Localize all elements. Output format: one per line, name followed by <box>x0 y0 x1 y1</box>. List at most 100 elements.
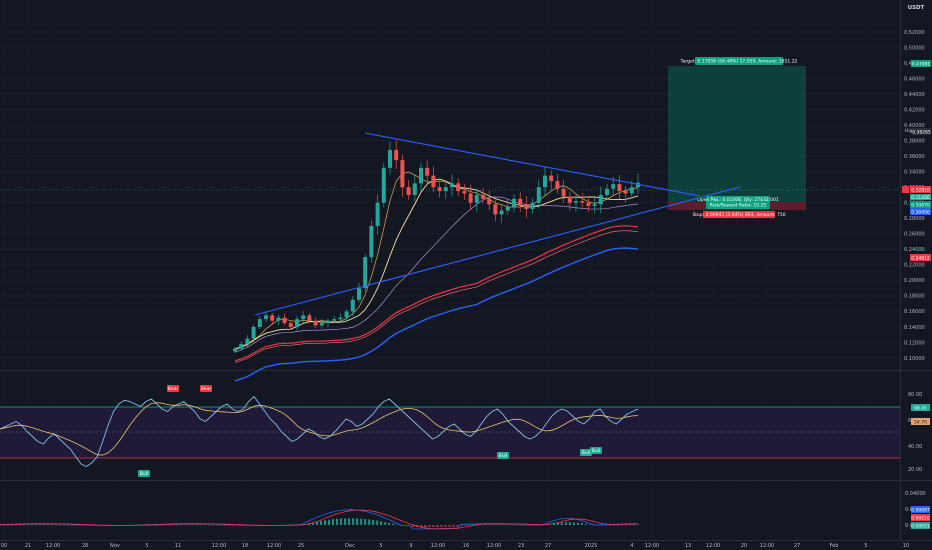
macd-bar <box>552 523 555 525</box>
candle-body[interactable] <box>394 149 399 161</box>
candle-body[interactable] <box>301 315 306 320</box>
candle-body[interactable] <box>233 348 237 352</box>
candle-body[interactable] <box>487 198 492 205</box>
macd-bar <box>63 524 66 526</box>
macd-indicator[interactable] <box>0 509 639 530</box>
candle-body[interactable] <box>369 226 374 258</box>
macd-bar <box>556 522 559 525</box>
macd-bar <box>35 524 38 526</box>
candle-body[interactable] <box>344 311 349 318</box>
candle-body[interactable] <box>592 204 597 206</box>
target-zone[interactable] <box>668 66 806 202</box>
candle-body[interactable] <box>567 196 572 203</box>
candle-body[interactable] <box>505 206 510 211</box>
candle-body[interactable] <box>580 201 585 203</box>
high-label: High <box>905 128 915 134</box>
candle-body[interactable] <box>561 188 566 197</box>
candle-body[interactable] <box>375 202 380 227</box>
candle-body[interactable] <box>363 257 368 289</box>
candle-body[interactable] <box>350 299 355 312</box>
candle-body[interactable] <box>636 182 640 188</box>
macd-bar <box>211 524 214 526</box>
candle-body[interactable] <box>419 167 423 184</box>
candle-body[interactable] <box>276 317 281 321</box>
long-position-tool[interactable]: Target: 0.17059 (58.48%) 17,059, Amount:… <box>668 57 806 218</box>
macd-bar <box>75 525 78 526</box>
candle-body[interactable] <box>518 198 523 205</box>
triangle-trendlines[interactable] <box>254 132 741 316</box>
candle-body[interactable] <box>332 319 337 321</box>
macd-badge-text: 0.00697 <box>911 507 930 513</box>
candle-body[interactable] <box>338 317 343 320</box>
currency-label[interactable]: USDT <box>908 5 925 11</box>
candle-body[interactable] <box>406 187 411 195</box>
macd-bar <box>324 520 327 525</box>
candle-body[interactable] <box>468 193 473 203</box>
rsi-ma-badge-text: 54.70 <box>914 419 927 425</box>
lower-trendline[interactable] <box>254 186 741 316</box>
candle-body[interactable] <box>623 191 628 194</box>
macd-signal-line <box>0 509 639 530</box>
candle-body[interactable] <box>586 202 591 206</box>
candle-body[interactable] <box>251 326 256 339</box>
candle-body[interactable] <box>605 188 609 195</box>
candle-body[interactable] <box>536 187 541 203</box>
candle-body[interactable] <box>574 201 578 203</box>
candle-body[interactable] <box>512 198 516 207</box>
rsi-band-fill <box>0 407 900 458</box>
candle-body[interactable] <box>270 315 275 321</box>
candle-body[interactable] <box>555 181 560 189</box>
macd-bar <box>179 524 182 526</box>
candle-body[interactable] <box>319 323 324 326</box>
candle-body[interactable] <box>524 204 529 209</box>
candle-body[interactable] <box>474 195 479 203</box>
candle-body[interactable] <box>239 344 244 349</box>
time-axis[interactable]: 00 21 12:00 28 Nov 5 11 12:00 18 12:00 25 Dec 5 9 12:0… <box>1 543 909 549</box>
candle-body[interactable] <box>257 319 262 327</box>
candle-body[interactable] <box>462 191 467 194</box>
candle-body[interactable] <box>326 320 330 324</box>
candle-body[interactable] <box>543 175 547 188</box>
candle-body[interactable] <box>295 319 299 327</box>
upper-trendline[interactable] <box>364 132 701 197</box>
macd-bar <box>231 525 234 526</box>
candle-body[interactable] <box>549 175 554 182</box>
candle-body[interactable] <box>388 149 392 168</box>
candle-body[interactable] <box>530 202 535 209</box>
macd-pane[interactable] <box>0 481 900 541</box>
candle-body[interactable] <box>264 315 268 320</box>
candle-body[interactable] <box>617 184 622 192</box>
candle-body[interactable] <box>443 187 448 192</box>
candle-body[interactable] <box>437 187 442 192</box>
candle-body[interactable] <box>431 175 436 188</box>
macd-bar <box>620 524 623 526</box>
candle-body[interactable] <box>425 167 430 176</box>
candle-body[interactable] <box>357 288 361 300</box>
macd-signal-badge <box>911 514 930 521</box>
candle-body[interactable] <box>499 210 504 215</box>
candle-body[interactable] <box>381 167 386 203</box>
candle-body[interactable] <box>288 323 293 327</box>
candlesticks[interactable] <box>233 139 640 353</box>
candle-body[interactable] <box>282 317 287 324</box>
macd-bar <box>380 521 383 525</box>
candle-body[interactable] <box>598 195 603 205</box>
candle-body[interactable] <box>313 320 318 326</box>
candle-body[interactable] <box>493 204 498 215</box>
candle-body[interactable] <box>629 187 634 194</box>
rsi-tick: 80.00 <box>908 392 922 398</box>
candle-body[interactable] <box>611 184 616 189</box>
candle-body[interactable] <box>450 183 454 188</box>
candle-body[interactable] <box>412 183 417 195</box>
candle-body[interactable] <box>400 160 405 188</box>
candle-body[interactable] <box>245 338 250 345</box>
candle-body[interactable] <box>481 195 485 199</box>
candle-body[interactable] <box>307 315 312 321</box>
candle-body[interactable] <box>456 183 461 192</box>
time-tick: 12:00 <box>760 543 774 549</box>
time-tick: 5 <box>379 543 382 549</box>
